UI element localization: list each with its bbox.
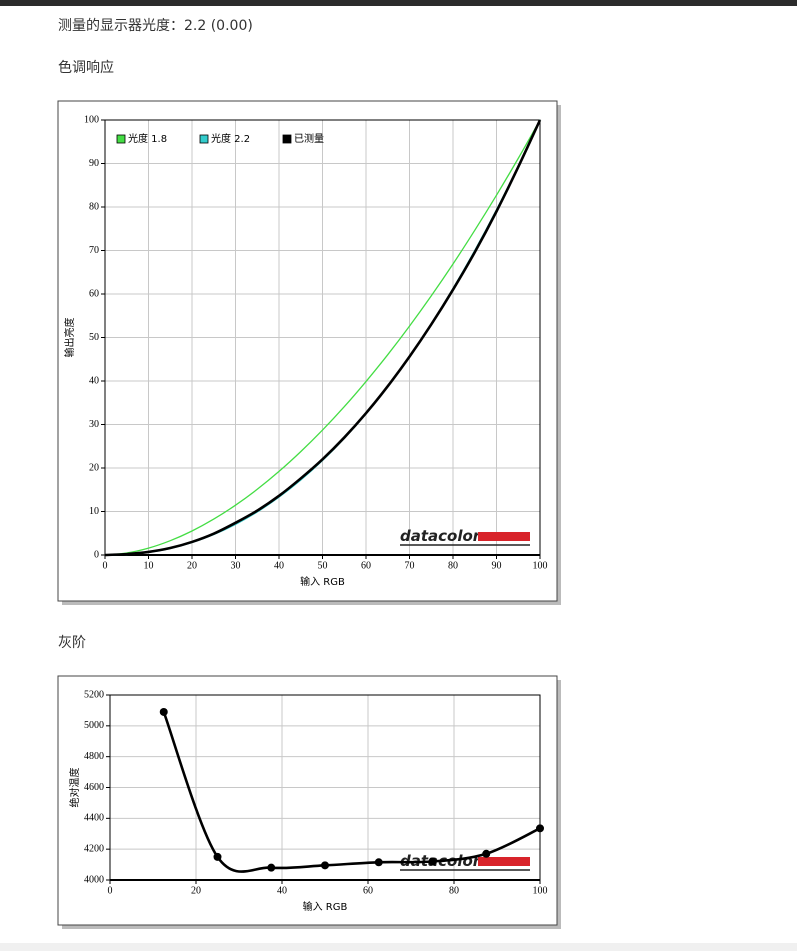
legend-label: 已测量 [294, 132, 324, 145]
data-point [213, 852, 222, 861]
chart-frame [57, 675, 558, 926]
y-tick-label: 50 [89, 332, 99, 343]
data-point [536, 824, 544, 833]
series-line [162, 711, 541, 873]
y-tick-label: 5000 [84, 720, 104, 731]
legend-swatch [282, 134, 292, 144]
data-point [428, 857, 437, 866]
x-tick-label: 80 [449, 885, 459, 896]
series-line [104, 119, 541, 556]
y-tick-label: 70 [89, 245, 99, 256]
data-point [321, 861, 329, 870]
y-tick-label: 0 [94, 549, 99, 560]
data-point [374, 858, 383, 867]
legend-label: 光度 1.8 [128, 132, 167, 145]
y-axis-label: 绝对温度 [68, 768, 81, 808]
y-axis-label: 输出亮度 [63, 318, 76, 358]
top-bar [0, 0, 797, 6]
x-tick-label: 70 [405, 560, 415, 571]
x-tick-label: 80 [448, 560, 458, 571]
x-tick-label: 90 [492, 560, 502, 571]
chart-frame [57, 100, 558, 602]
y-tick-label: 30 [89, 419, 99, 430]
x-tick-label: 30 [231, 560, 241, 571]
y-tick-label: 4200 [84, 843, 104, 854]
section-title: 灰阶 [58, 635, 86, 651]
watermark-bar [478, 857, 530, 866]
x-tick-label: 40 [274, 560, 284, 571]
watermark: datacolor [400, 527, 482, 545]
y-tick-label: 40 [89, 375, 99, 386]
section-title: 色调响应 [58, 59, 114, 76]
bottom-bar [0, 943, 797, 951]
x-tick-label: 60 [363, 885, 373, 896]
x-tick-label: 20 [191, 885, 201, 896]
y-tick-label: 100 [84, 114, 99, 125]
y-tick-label: 4600 [84, 782, 104, 793]
x-tick-label: 100 [533, 560, 548, 571]
y-tick-label: 5200 [84, 689, 104, 700]
data-point [267, 863, 276, 872]
x-tick-label: 60 [361, 560, 371, 571]
x-axis-label: 输入 RGB [303, 900, 348, 913]
data-point [159, 707, 168, 716]
y-tick-label: 80 [89, 201, 99, 212]
legend-swatch [116, 134, 126, 144]
gamma-text: 测量的显示器光度：2.2 (0.00) [58, 18, 253, 34]
x-tick-label: 40 [277, 885, 287, 896]
y-tick-label: 60 [89, 288, 99, 299]
y-tick-label: 4400 [84, 813, 104, 824]
series-line [104, 119, 542, 557]
x-tick-label: 50 [318, 560, 328, 571]
y-tick-label: 4800 [84, 751, 104, 762]
x-tick-label: 20 [187, 560, 197, 571]
data-point [482, 849, 491, 858]
legend-label: 光度 2.2 [211, 132, 250, 145]
legend-swatch [199, 134, 209, 144]
y-tick-label: 20 [89, 462, 99, 473]
x-tick-label: 100 [533, 885, 548, 896]
x-tick-label: 10 [144, 560, 154, 571]
watermark-bar [478, 532, 530, 541]
x-tick-label: 0 [108, 885, 113, 896]
x-axis-label: 输入 RGB [300, 575, 345, 588]
y-tick-label: 10 [89, 506, 99, 517]
y-tick-label: 90 [89, 158, 99, 169]
x-tick-label: 0 [103, 560, 108, 571]
y-tick-label: 4000 [84, 874, 104, 885]
